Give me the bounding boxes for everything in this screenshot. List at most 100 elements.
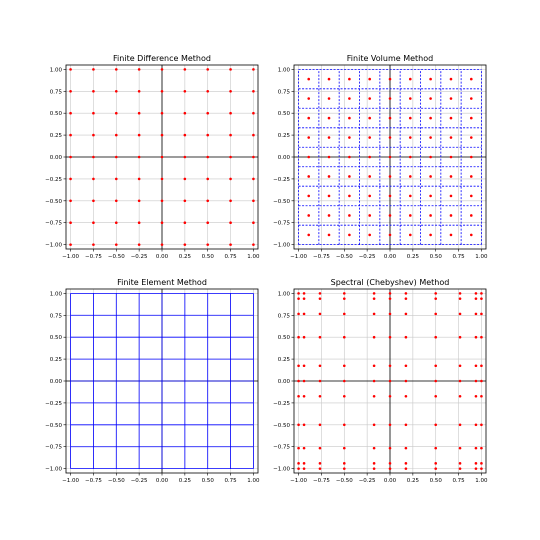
data-point	[206, 133, 210, 137]
x-tick-label: 0.50	[202, 478, 215, 484]
data-point	[69, 177, 72, 181]
data-point	[449, 175, 453, 178]
plot-content: −1.00 −0.75 −0.50 −0.25 0.00 0.25 0.50 0.75 1.00…	[45, 64, 260, 260]
x-tick-label: −0.75	[313, 478, 330, 484]
data-point	[458, 292, 462, 295]
data-point	[449, 77, 453, 81]
data-point	[388, 136, 392, 139]
data-point	[137, 89, 141, 93]
x-tick-label: −0.50	[108, 254, 125, 260]
y-tick-label: −0.75	[273, 221, 290, 227]
data-point	[404, 462, 408, 465]
data-point	[429, 194, 432, 198]
data-point	[368, 175, 372, 178]
data-point	[348, 214, 351, 217]
data-point	[368, 155, 372, 159]
data-point	[206, 89, 210, 93]
y-tick-label: −0.25	[273, 177, 290, 183]
x-tick-label: 0.75	[452, 478, 465, 484]
data-point	[388, 97, 392, 100]
data-point	[429, 116, 432, 120]
data-point	[480, 462, 483, 465]
y-tick-label: 0.75	[278, 89, 291, 95]
data-point	[302, 394, 306, 398]
data-point	[307, 97, 311, 100]
data-point	[408, 77, 412, 81]
y-tick-label: 1.00	[50, 291, 63, 297]
data-point	[474, 379, 478, 383]
x-tick-label: −0.50	[336, 478, 353, 484]
y-tick-label: 0.50	[50, 335, 63, 341]
x-tick-label: 0.25	[407, 254, 420, 260]
data-point	[307, 175, 311, 178]
data-point	[183, 111, 187, 115]
x-tick-label: 0.50	[430, 478, 443, 484]
data-point	[404, 297, 408, 300]
data-point	[474, 292, 478, 295]
data-point	[388, 312, 392, 316]
data-point	[160, 177, 164, 181]
x-tick-label: 0.50	[202, 254, 215, 260]
data-point	[348, 116, 351, 120]
y-tick-label: 0.25	[50, 133, 63, 139]
plot-title: Spectral (Chebyshev) Method	[331, 278, 450, 287]
data-point	[449, 214, 453, 217]
data-point	[480, 335, 483, 339]
data-point	[408, 175, 412, 178]
data-point	[372, 423, 376, 427]
data-point	[307, 233, 311, 237]
data-point	[92, 243, 95, 246]
data-point	[137, 221, 141, 225]
data-point	[297, 292, 300, 295]
data-point	[469, 155, 473, 159]
data-point	[342, 423, 346, 427]
data-point	[474, 462, 478, 465]
data-point	[404, 467, 408, 470]
data-point	[114, 243, 118, 246]
data-point	[348, 97, 351, 100]
data-point	[480, 297, 483, 300]
data-point	[368, 77, 372, 81]
data-point	[302, 297, 306, 300]
data-point	[183, 155, 187, 159]
data-point	[92, 199, 95, 203]
data-point	[229, 133, 232, 137]
data-point	[318, 462, 322, 465]
data-point	[318, 312, 322, 316]
y-tick-label: 0.75	[50, 89, 63, 95]
data-point	[229, 243, 232, 246]
data-point	[388, 175, 392, 178]
data-point	[92, 221, 95, 225]
data-point	[404, 292, 408, 295]
data-point	[327, 233, 331, 237]
y-tick-label: 0.25	[278, 357, 291, 363]
y-tick-label: −0.25	[45, 401, 62, 407]
data-point	[137, 243, 141, 246]
data-point	[114, 221, 118, 225]
data-point	[434, 292, 438, 295]
y-tick-label: −0.50	[45, 199, 62, 205]
data-point	[372, 379, 376, 383]
data-point	[160, 89, 164, 93]
data-point	[114, 111, 118, 115]
data-point	[469, 116, 473, 120]
plot-content: −1.00 −0.75 −0.50 −0.25 0.00 0.25 0.50 0.75 1.00…	[273, 64, 488, 260]
data-point	[474, 467, 478, 470]
data-point	[469, 214, 473, 217]
data-point	[434, 364, 438, 368]
data-point	[469, 97, 473, 100]
data-point	[318, 292, 322, 295]
data-point	[469, 175, 473, 178]
data-point	[348, 233, 351, 237]
y-tick-label: 0.00	[50, 379, 63, 385]
data-point	[183, 68, 187, 71]
data-point	[388, 292, 392, 295]
data-point	[302, 335, 306, 339]
data-point	[137, 199, 141, 203]
data-point	[114, 133, 118, 137]
data-point	[429, 233, 432, 237]
x-tick-label: −1.00	[290, 254, 307, 260]
data-point	[388, 379, 392, 383]
data-point	[252, 177, 255, 181]
data-point	[429, 175, 432, 178]
